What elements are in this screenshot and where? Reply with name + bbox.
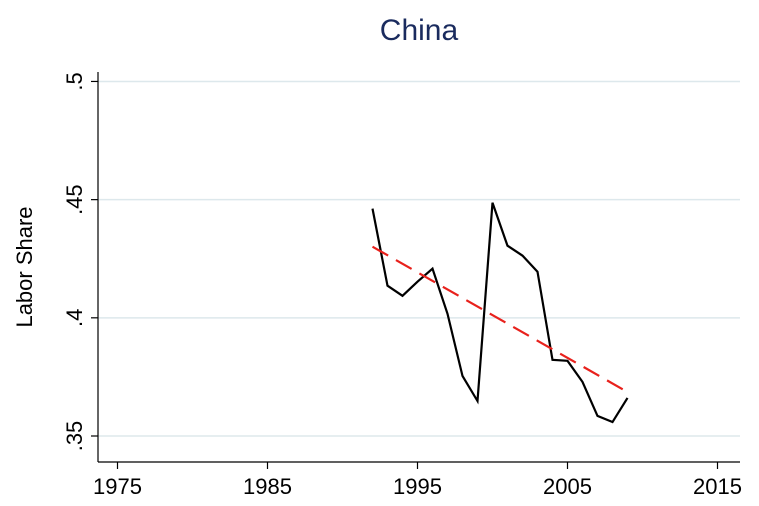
x-tick-label: 1985 [243, 474, 292, 499]
series-line [371, 245, 629, 393]
x-tick-label: 2015 [693, 474, 742, 499]
y-tick-label: .4 [62, 309, 87, 327]
series-line [371, 202, 629, 424]
chart-title: China [380, 14, 459, 47]
y-tick-label: .5 [62, 72, 87, 90]
y-tick-label: .45 [62, 184, 87, 215]
y-axis-label: Labor Share [12, 206, 37, 327]
x-tick-label: 2005 [543, 474, 592, 499]
y-tick-label: .35 [62, 421, 87, 452]
x-tick-label: 1975 [93, 474, 142, 499]
x-tick-label: 1995 [393, 474, 442, 499]
